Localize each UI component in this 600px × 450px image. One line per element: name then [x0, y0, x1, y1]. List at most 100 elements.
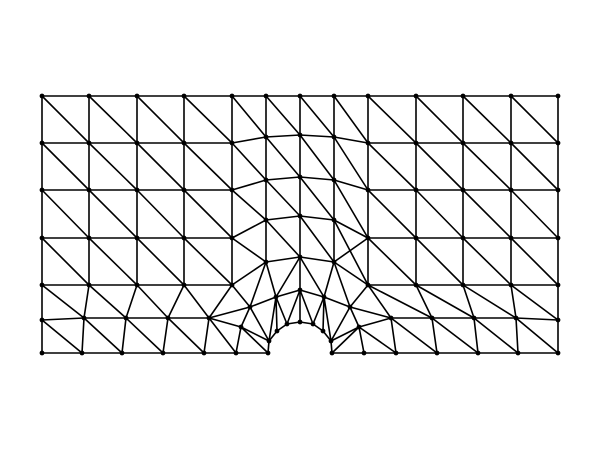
mesh-edge [299, 176, 335, 181]
mesh-node [331, 177, 337, 183]
mesh-node [331, 217, 337, 223]
mesh-edge [136, 284, 169, 319]
mesh-edge [275, 296, 288, 325]
mesh-node [265, 350, 271, 356]
mesh-edge [265, 176, 301, 181]
mesh-edge [462, 95, 512, 144]
mesh-edge [462, 284, 517, 319]
mesh-edge [183, 284, 210, 319]
mesh-node [331, 134, 337, 140]
mesh-edge [88, 142, 138, 191]
mesh-edge [265, 95, 301, 136]
mesh-node [39, 350, 45, 356]
mesh-node [413, 187, 419, 193]
mesh-node [86, 140, 92, 146]
mesh-edge [41, 237, 90, 286]
mesh-node [508, 282, 514, 288]
mesh-node [365, 93, 371, 99]
mesh-node [413, 140, 419, 146]
mesh-edge [41, 284, 85, 319]
mesh-node [508, 93, 514, 99]
mesh-node [320, 328, 326, 334]
mesh-node [229, 140, 235, 146]
mesh-node [297, 174, 303, 180]
mesh-node [460, 235, 466, 241]
mesh-node [297, 254, 303, 260]
mesh-edge [136, 237, 185, 286]
mesh-edge [462, 237, 512, 286]
mesh-node [555, 235, 561, 241]
mesh-node [508, 235, 514, 241]
mesh-node [297, 287, 303, 293]
mesh-edge [125, 317, 164, 354]
mesh-node [247, 304, 253, 310]
mesh-edge [235, 326, 242, 354]
mesh-node [81, 315, 87, 321]
mesh-edge [167, 317, 205, 354]
mesh-edge [349, 306, 392, 319]
mesh-edge [208, 306, 251, 319]
mesh-node [365, 140, 371, 146]
mesh-node [310, 321, 316, 327]
mesh-node [165, 315, 171, 321]
mesh-edge [41, 319, 83, 354]
mesh-edge [125, 284, 138, 319]
mesh-node [263, 93, 269, 99]
mesh-edge [231, 237, 267, 263]
mesh-edge [462, 142, 512, 191]
mesh-edge [515, 317, 519, 354]
mesh-edge [333, 179, 369, 239]
mesh-node [365, 235, 371, 241]
mesh-edge [240, 306, 251, 328]
mesh-edge [265, 215, 301, 221]
mesh-edge [268, 296, 277, 342]
mesh-edge [415, 142, 464, 191]
mesh-edge [431, 317, 479, 354]
mesh-edge [88, 284, 127, 319]
mesh-edge [240, 326, 270, 342]
mesh-edge [286, 289, 301, 325]
mesh-edge [231, 179, 267, 191]
mesh-edge [510, 237, 559, 286]
mesh-node [475, 350, 481, 356]
mesh-edge [231, 189, 267, 221]
mesh-node [297, 319, 303, 325]
mesh-edge [349, 284, 369, 308]
mesh-node [201, 350, 207, 356]
mesh-edge [367, 237, 417, 286]
mesh-node [413, 282, 419, 288]
mesh-node [123, 315, 129, 321]
mesh-edge [299, 289, 325, 298]
mesh-node [181, 282, 187, 288]
mesh-edge [88, 189, 138, 239]
mesh-edge [275, 296, 278, 332]
mesh-edge [83, 284, 90, 319]
mesh-node [365, 187, 371, 193]
mesh-edge [515, 317, 559, 321]
mesh-node [263, 134, 269, 140]
mesh-node [229, 235, 235, 241]
mesh-node [347, 304, 353, 310]
mesh-edge [231, 136, 267, 144]
mesh-edge [333, 136, 369, 191]
mesh-node [284, 321, 290, 327]
mesh-edge [208, 317, 237, 354]
mesh-edge [510, 95, 559, 144]
mesh-edge [367, 142, 417, 191]
mesh-node [555, 93, 561, 99]
mesh-edge [41, 95, 90, 144]
mesh-edge [81, 317, 85, 354]
mesh-edge [41, 189, 90, 239]
mesh-node [134, 187, 140, 193]
mesh-edge [462, 189, 512, 239]
mesh-node [555, 317, 561, 323]
mesh-edge [510, 189, 559, 239]
mesh-edge [415, 284, 433, 319]
mesh-edge [331, 326, 360, 354]
mesh-edge [473, 317, 519, 354]
mesh-edge [299, 215, 335, 221]
mesh-edge [333, 237, 369, 263]
mesh-edge [231, 95, 267, 138]
mesh-edge [265, 179, 301, 217]
mesh-node [273, 294, 279, 300]
